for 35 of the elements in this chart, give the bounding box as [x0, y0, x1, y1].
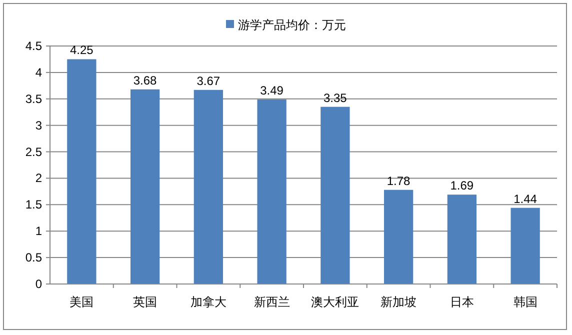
y-tick-label: 3.5 [25, 92, 42, 106]
y-tick-label: 2.5 [25, 144, 42, 159]
x-tick-label: 韩国 [513, 295, 538, 309]
x-tick-label: 新加坡 [380, 295, 417, 309]
x-tick-label: 澳大利亚 [311, 295, 360, 309]
bar [67, 59, 96, 284]
y-tick-label: 0 [35, 277, 42, 291]
y-tick-label: 2 [35, 171, 42, 186]
x-tick-label: 英国 [133, 295, 158, 309]
data-label: 4.25 [70, 43, 94, 58]
data-label: 1.69 [450, 178, 474, 193]
y-tick-label: 4.5 [25, 39, 42, 53]
bar [257, 99, 286, 284]
y-tick-label: 4 [35, 65, 42, 80]
data-label: 3.68 [133, 73, 158, 88]
x-tick-label: 日本 [450, 295, 474, 309]
bar [320, 106, 350, 284]
data-label: 3.67 [196, 74, 220, 88]
y-tick-label: 3 [35, 118, 42, 132]
x-tick-label: 加拿大 [190, 295, 226, 309]
bar [384, 190, 414, 284]
bar [447, 194, 477, 284]
y-tick-label: 1 [35, 224, 42, 238]
bar [194, 90, 224, 284]
x-tick-label: 新西兰 [254, 295, 290, 309]
bar [510, 208, 540, 284]
y-tick-label: 1.5 [25, 198, 42, 212]
data-label: 3.35 [324, 90, 348, 105]
bar [130, 89, 160, 284]
data-label: 1.44 [514, 192, 538, 206]
legend-label: 游学产品均价：万元 [238, 18, 346, 32]
data-label: 1.78 [386, 174, 411, 188]
y-tick-label: 0.5 [25, 250, 42, 265]
x-tick-label: 美国 [70, 295, 94, 309]
data-label: 3.49 [260, 83, 284, 98]
